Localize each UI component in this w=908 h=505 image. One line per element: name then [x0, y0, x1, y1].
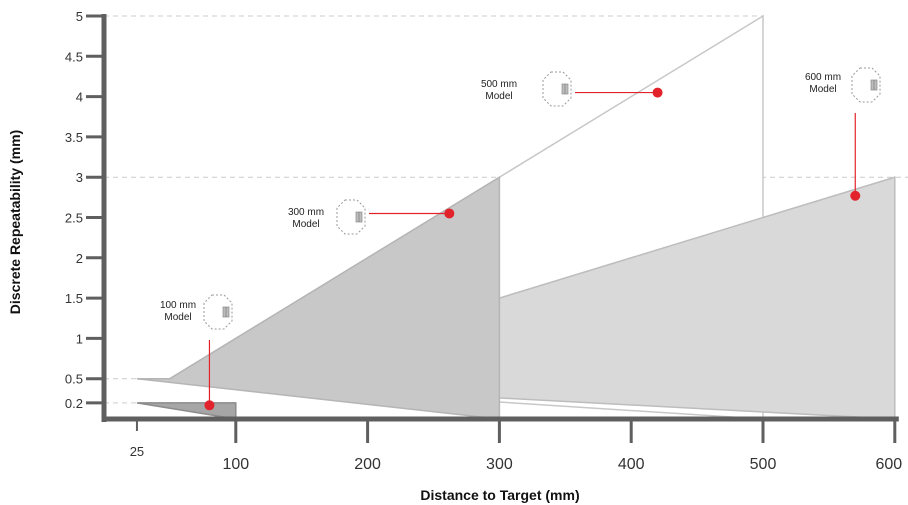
y-tick-label-5: 5: [76, 9, 83, 24]
x-axis-title: Distance to Target (mm): [420, 487, 579, 503]
y-tick-label-1: 1: [76, 331, 83, 346]
x-tick-label-300: 300: [486, 456, 513, 473]
marker-300-mm: [444, 208, 455, 219]
y-tick-label-2: 2: [76, 251, 83, 266]
callout-label-500-mm-1: Model: [485, 91, 512, 102]
callout-label-100-mm-0: 100 mm: [160, 300, 196, 311]
y-tick-label-0-2: 0.2: [65, 396, 83, 411]
x-tick-label-500: 500: [750, 456, 777, 473]
marker-100-mm: [204, 400, 215, 411]
x-tick-label-600: 600: [875, 456, 902, 473]
callout-label-600-mm-1: Model: [809, 84, 836, 95]
sensor-icon: [851, 67, 881, 103]
y-axis-ticks: 0.2 0.5 1 1.5 2 2.5 3 3.5 4 4.5 5: [65, 9, 104, 411]
y-tick-label-3-5: 3.5: [65, 130, 83, 145]
y-tick-label-0-5: 0.5: [65, 372, 83, 387]
x-tick-label-400: 400: [618, 456, 645, 473]
marker-500-mm: [652, 87, 663, 98]
sensor-icon: [542, 71, 572, 107]
model-areas: [136, 14, 896, 420]
x-tick-label-25: 25: [130, 444, 144, 459]
y-tick-label-2-5: 2.5: [65, 211, 83, 226]
callout-label-500-mm-0: 500 mm: [481, 79, 517, 90]
callout-label-300-mm-0: 300 mm: [288, 207, 324, 218]
y-axis-title: Discrete Repeatability (mm): [7, 130, 23, 314]
x-axis-ticks: 25 100 200 300 400 500 600: [130, 419, 902, 473]
y-tick-label-4: 4: [76, 90, 83, 105]
area-300-mm: [136, 175, 501, 420]
y-tick-label-3: 3: [76, 170, 83, 185]
marker-600-mm: [850, 190, 861, 201]
y-tick-label-1-5: 1.5: [65, 291, 83, 306]
sensor-icon: [203, 294, 233, 330]
x-tick-label-200: 200: [354, 456, 381, 473]
sensor-icon: [336, 199, 366, 235]
y-tick-label-4-5: 4.5: [65, 49, 83, 64]
x-tick-label-100: 100: [222, 456, 249, 473]
callout-label-300-mm-1: Model: [292, 219, 319, 230]
callout-label-100-mm-1: Model: [164, 312, 191, 323]
callout-label-600-mm-0: 600 mm: [805, 72, 841, 83]
